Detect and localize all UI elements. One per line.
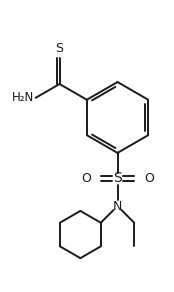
Text: H₂N: H₂N	[11, 91, 34, 104]
Text: O: O	[81, 172, 91, 185]
Text: S: S	[56, 42, 64, 55]
Text: O: O	[144, 172, 154, 185]
Text: N: N	[113, 199, 122, 213]
Text: S: S	[113, 171, 122, 185]
